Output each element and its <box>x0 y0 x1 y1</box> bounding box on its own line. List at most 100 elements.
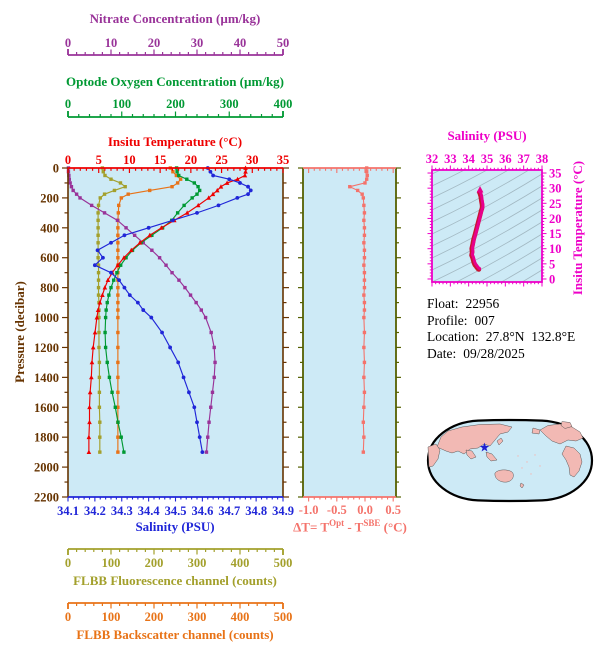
svg-text:0: 0 <box>65 97 71 111</box>
svg-text:34.2: 34.2 <box>84 504 106 518</box>
map-landmass <box>494 469 514 483</box>
svg-text:34.7: 34.7 <box>218 504 240 518</box>
float-id-value: 22956 <box>465 296 500 311</box>
svg-text:15: 15 <box>154 153 167 167</box>
svg-text:20: 20 <box>185 153 198 167</box>
ts-temperature-title: Insitu Temperature (°C) <box>570 160 585 296</box>
svg-text:5: 5 <box>549 257 555 271</box>
temperature-axis-title: Insitu Temperature (°C) <box>107 134 243 149</box>
delta-t-panel <box>303 168 396 497</box>
dt-title-mid: - T <box>344 519 364 535</box>
svg-text:34.4: 34.4 <box>138 504 161 518</box>
svg-text:400: 400 <box>274 97 293 111</box>
float-info-block: Float: 22956 Profile: 007 Location: 27.8°N … <box>427 296 575 362</box>
map-landmass <box>465 449 477 460</box>
profile-number-value: 007 <box>474 312 495 328</box>
svg-text:0: 0 <box>65 36 71 50</box>
svg-text:35: 35 <box>277 153 290 167</box>
svg-text:200: 200 <box>166 97 185 111</box>
svg-text:38: 38 <box>536 152 549 166</box>
date-value: 09/28/2025 <box>463 345 525 361</box>
svg-text:1800: 1800 <box>34 431 59 445</box>
map-landmass <box>436 423 513 455</box>
svg-text:100: 100 <box>112 97 131 111</box>
float-id-label: Float: <box>427 296 459 311</box>
map-landmass <box>519 482 525 489</box>
svg-text:25: 25 <box>215 153 228 167</box>
svg-text:100: 100 <box>102 610 121 624</box>
dt-title-sup2: SBE <box>363 518 381 528</box>
svg-text:40: 40 <box>234 36 247 50</box>
salinity-series <box>92 166 253 455</box>
svg-text:50: 50 <box>277 36 290 50</box>
ts-isopycnal-contours <box>432 170 542 282</box>
svg-text:400: 400 <box>231 610 250 624</box>
svg-text:35: 35 <box>549 167 562 181</box>
svg-text:37: 37 <box>517 152 530 166</box>
svg-text:300: 300 <box>220 97 239 111</box>
pressure-axis-title: Pressure (decibar) <box>12 281 27 383</box>
profile-number-line: Profile: 007 <box>427 313 575 330</box>
map-landmass <box>539 423 584 445</box>
svg-text:20: 20 <box>148 36 161 50</box>
svg-text:30: 30 <box>246 153 259 167</box>
svg-text:400: 400 <box>231 556 250 570</box>
fluorescence-axis: 0 100 200 300 400 500 <box>65 548 293 570</box>
float-location-star <box>479 442 490 452</box>
svg-text:100: 100 <box>102 556 121 570</box>
svg-text:500: 500 <box>274 610 293 624</box>
svg-text:0.5: 0.5 <box>385 503 401 517</box>
svg-text:10: 10 <box>549 242 562 256</box>
delta-t-axis-title: ΔT= TOpt - TSBE (°C) <box>293 518 407 535</box>
svg-text:10: 10 <box>123 153 136 167</box>
svg-text:36: 36 <box>499 152 512 166</box>
svg-text:0: 0 <box>65 610 71 624</box>
svg-text:0: 0 <box>65 556 71 570</box>
oxygen-axis: 0 100 200 300 400 <box>65 97 293 118</box>
pressure-axis: 0 200 400 600 800 1000 1200 1400 1600 1800 2000 220… <box>34 162 289 505</box>
svg-text:500: 500 <box>274 556 293 570</box>
svg-text:200: 200 <box>145 610 164 624</box>
svg-text:30: 30 <box>549 182 562 196</box>
map-landmass <box>531 427 541 435</box>
svg-text:200: 200 <box>145 556 164 570</box>
salinity-axis: 34.1 34.2 34.3 34.4 34.5 34.6 34.7 34.8 34.9 <box>57 497 294 518</box>
svg-text:35: 35 <box>481 152 494 166</box>
location-value: 27.8°N 132.8°E <box>485 329 576 344</box>
svg-text:1400: 1400 <box>34 371 59 385</box>
svg-text:32: 32 <box>426 152 439 166</box>
location-label: Location: <box>427 329 479 344</box>
svg-text:34.5: 34.5 <box>165 504 187 518</box>
temperature-axis: 0 5 10 15 20 25 30 35 <box>65 153 289 173</box>
svg-text:34.9: 34.9 <box>272 504 294 518</box>
svg-text:34.6: 34.6 <box>191 504 213 518</box>
svg-text:0: 0 <box>65 153 71 167</box>
svg-text:34.1: 34.1 <box>57 504 79 518</box>
svg-text:20: 20 <box>549 212 562 226</box>
dt-title-post: (°C) <box>380 519 407 535</box>
date-line: Date: 09/28/2025 <box>427 346 575 363</box>
svg-text:300: 300 <box>188 610 207 624</box>
svg-text:15: 15 <box>549 227 562 241</box>
svg-text:400: 400 <box>40 221 59 235</box>
fluorescence-axis-title: FLBB Fluorescence channel (counts) <box>73 573 277 588</box>
svg-text:1000: 1000 <box>34 311 59 325</box>
nitrate-axis: 0 10 20 30 40 50 <box>65 36 290 56</box>
svg-text:1200: 1200 <box>34 341 59 355</box>
float-id-line: Float: 22956 <box>427 296 575 313</box>
svg-text:0.0: 0.0 <box>357 503 373 517</box>
svg-text:25: 25 <box>549 197 562 211</box>
oxygen-axis-title: Optode Oxygen Concentration (µm/kg) <box>65 74 285 89</box>
svg-text:2000: 2000 <box>34 461 59 475</box>
svg-text:600: 600 <box>40 251 59 265</box>
delta-t-frame: -1.0 -0.5 0.0 0.5 <box>298 167 401 517</box>
map-landmass <box>485 451 498 462</box>
ts-salinity-title: Salinity (PSU) <box>447 128 527 143</box>
svg-text:5: 5 <box>96 153 102 167</box>
ts-curve <box>469 185 485 272</box>
salinity-axis-title: Salinity (PSU) <box>135 519 215 534</box>
map-landmass <box>560 421 573 429</box>
